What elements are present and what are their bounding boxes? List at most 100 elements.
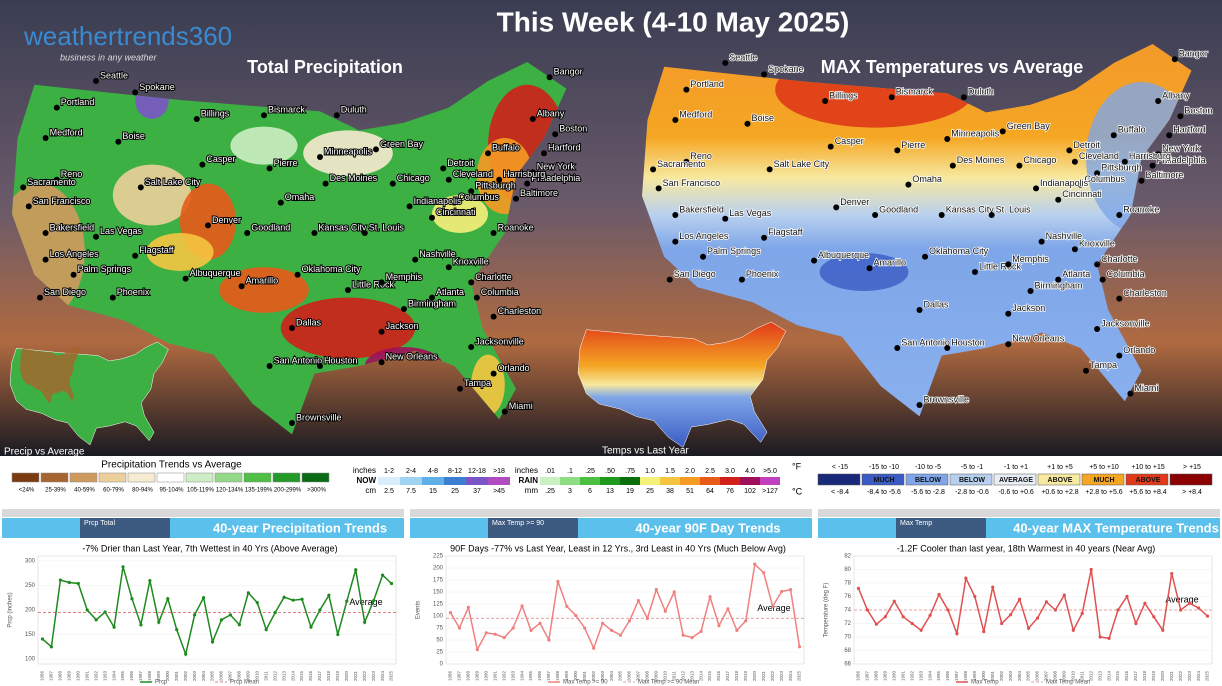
data-point (1000, 621, 1004, 626)
legend-label: -8.4 to -5.6 (867, 489, 901, 496)
city-dot (905, 181, 912, 188)
city-dot (744, 120, 751, 127)
legend-swatch (156, 472, 185, 483)
x-tick-label: 1988 (874, 671, 879, 682)
city-dot (811, 257, 818, 264)
scale-tick: .01 (545, 468, 555, 475)
inset-label: Temps vs Last Year (602, 446, 689, 457)
scale-tick: 37 (473, 488, 481, 495)
city-dot (322, 180, 329, 187)
legend-label: 120-134% (216, 488, 244, 494)
data-point (228, 613, 233, 617)
city-dot (361, 230, 368, 236)
city-dot (722, 60, 729, 66)
city-label: Duluth (341, 105, 367, 115)
legend-label: < -8.4 (831, 489, 849, 496)
chart-subtitle: -7% Drier than Last Year, 7th Wettest in… (82, 543, 337, 553)
y-tick-label: 68 (844, 648, 851, 654)
city-dot (672, 212, 679, 218)
city-label: Atlanta (436, 287, 464, 297)
legend-swatch (69, 472, 98, 483)
city-dot (700, 253, 707, 260)
scale-swatch (422, 477, 444, 485)
x-tick-label: 1998 (147, 671, 152, 682)
x-tick-label: 2001 (582, 671, 587, 682)
logo: weathertrends360 (23, 21, 232, 51)
city-dot (1099, 276, 1106, 283)
precip-area (219, 267, 309, 313)
city-label: Houston (951, 337, 985, 347)
data-point (601, 621, 605, 625)
city-dot (1033, 185, 1040, 192)
legend-label: 25-39% (45, 488, 66, 494)
x-tick-label: 2012 (272, 671, 277, 682)
scale-tick: 2-4 (406, 468, 416, 475)
data-point (592, 646, 596, 650)
inset-map (577, 321, 787, 448)
data-point (246, 591, 250, 595)
x-tick-label: 2008 (1053, 671, 1058, 682)
city-dot (490, 230, 497, 236)
scale-unit: mm (525, 486, 539, 495)
city-dot (193, 116, 200, 122)
city-label: New York (537, 162, 576, 172)
x-tick-label: 1986 (448, 671, 453, 682)
chart-title: 40-year MAX Temperature Trends (1013, 520, 1219, 535)
city-dot (1083, 367, 1089, 374)
city-label: New Orleans (1012, 334, 1065, 344)
city-label: Cincinnati (436, 207, 476, 217)
data-point (618, 633, 623, 637)
x-tick-label: 2005 (618, 671, 623, 682)
city-label: Columbia (481, 287, 519, 297)
legend-swatch (127, 472, 156, 483)
y-tick-label: 0 (440, 662, 444, 668)
data-point (166, 597, 170, 601)
city-dot (1005, 310, 1012, 317)
x-tick-label: 2010 (254, 671, 259, 682)
y-tick-label: 74 (844, 608, 851, 614)
legend-label: Max Temp Mean (1046, 680, 1090, 686)
city-dot (1155, 151, 1162, 158)
data-point (1053, 608, 1057, 612)
city-dot (524, 180, 531, 187)
legend-label: -5 to -1 (961, 464, 983, 471)
city-dot (944, 345, 951, 351)
tab-label: Max Temp (900, 520, 932, 527)
legend-swatch (993, 473, 1037, 486)
city-label: Boise (751, 113, 774, 123)
data-point (946, 608, 950, 612)
x-tick-label: 1999 (564, 671, 569, 682)
city-label: Bakersfield (50, 222, 95, 232)
city-dot (429, 294, 435, 301)
city-label: Reno (61, 169, 83, 179)
x-tick-label: 1988 (466, 671, 471, 682)
city-label: Minneapolis (324, 146, 373, 156)
legend-title: Precipitation Trends vs Average (101, 460, 242, 471)
data-point (1035, 616, 1040, 620)
city-dot (1171, 56, 1178, 63)
scale-swatch (580, 477, 600, 485)
y-tick-label: 250 (25, 583, 36, 589)
data-point (457, 626, 462, 630)
data-point (901, 615, 905, 619)
data-point (919, 628, 923, 632)
x-tick-label: 1997 (954, 671, 959, 682)
x-tick-label: 1991 (84, 671, 89, 682)
city-label: San Francisco (663, 178, 721, 188)
x-tick-label: 2004 (1017, 671, 1022, 682)
city-label: Hartford (548, 143, 581, 153)
city-dot (999, 128, 1006, 135)
x-tick-label: 2003 (1008, 671, 1013, 682)
x-tick-label: 1992 (909, 671, 914, 682)
data-point (389, 581, 394, 586)
data-point (753, 562, 757, 566)
chart-title: 40-year 90F Day Trends (635, 520, 780, 535)
scale-swatch (600, 477, 620, 485)
x-tick-label: 1992 (93, 671, 98, 682)
city-dot (412, 256, 419, 263)
data-point (1205, 614, 1210, 618)
data-point (865, 608, 870, 612)
city-dot (922, 253, 929, 260)
x-tick-label: 2013 (1097, 671, 1102, 682)
city-dot (1038, 238, 1045, 245)
